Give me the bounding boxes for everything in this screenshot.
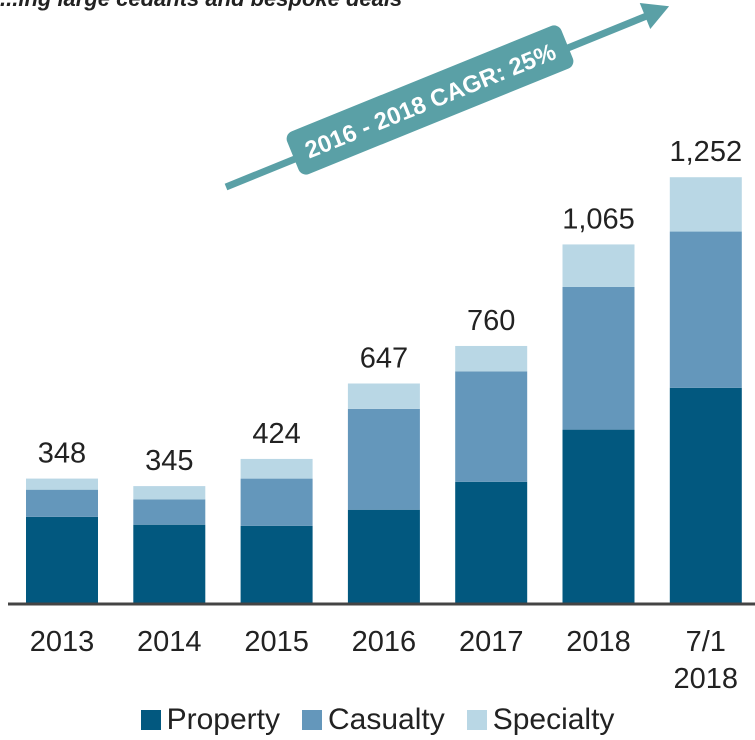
total-label-1: 345 (145, 445, 193, 477)
x-tick-label-3: 2016 (352, 626, 417, 658)
bar-casualty-0 (26, 489, 98, 517)
legend-swatch-specialty (466, 710, 487, 730)
arrow-head-icon (639, 3, 670, 29)
total-label-0: 348 (38, 438, 86, 470)
total-label-2: 424 (252, 418, 300, 450)
legend-label-specialty: Specialty (492, 703, 615, 736)
total-label-4: 760 (467, 305, 515, 337)
cagr-label: 2016 - 2018 CAGR: 25% (301, 38, 560, 164)
x-tick-label-2: 2015 (244, 626, 309, 658)
bar-casualty-2 (240, 478, 313, 526)
bar-casualty-1 (133, 499, 206, 525)
cagr-label-box (286, 25, 574, 175)
x-tick-label-5: 2018 (566, 626, 631, 658)
x-tick-label-1: 2014 (137, 626, 202, 658)
bar-specialty-4 (455, 345, 528, 372)
bar-casualty-5 (562, 286, 635, 430)
legend-item-casualty: Casualty (301, 703, 445, 737)
legend-item-specialty: Specialty (466, 703, 615, 737)
legend-item-property: Property (140, 703, 280, 737)
bar-property-2 (240, 525, 313, 603)
total-label-6: 1,252 (670, 136, 743, 168)
x-tick-label-0: 2013 (30, 626, 95, 658)
cagr-annotation: 2016 - 2018 CAGR: 25% (224, 3, 670, 191)
bar-specialty-1 (133, 486, 206, 500)
bar-property-3 (347, 509, 420, 603)
bar-casualty-6 (669, 231, 742, 388)
bar-property-4 (455, 481, 528, 603)
chart-subtitle: ...ing large cedants and bespoke deals (0, 0, 755, 12)
legend-label-property: Property (166, 703, 280, 736)
bar-specialty-2 (240, 458, 313, 479)
bar-property-0 (26, 516, 98, 603)
bar-specialty-0 (26, 478, 98, 490)
legend-swatch-property (140, 710, 161, 730)
legend-label-casualty: Casualty (327, 703, 445, 736)
bar-specialty-3 (347, 383, 420, 409)
bar-casualty-4 (455, 371, 528, 482)
x-tick-label-6: 7/1 (686, 626, 726, 658)
bar-specialty-5 (562, 244, 635, 287)
bar-casualty-3 (347, 408, 420, 510)
legend-swatch-casualty (301, 710, 322, 730)
bar-property-6 (669, 387, 742, 603)
x-tick-label-4: 2017 (459, 626, 524, 658)
bar-specialty-6 (669, 177, 742, 232)
total-label-5: 1,065 (562, 203, 635, 235)
legend: Property Casualty Specialty (0, 700, 755, 740)
bar-property-1 (133, 524, 206, 603)
x-tick-label-6: 2018 (674, 663, 739, 695)
bar-property-5 (562, 429, 635, 603)
total-label-3: 647 (360, 342, 408, 374)
